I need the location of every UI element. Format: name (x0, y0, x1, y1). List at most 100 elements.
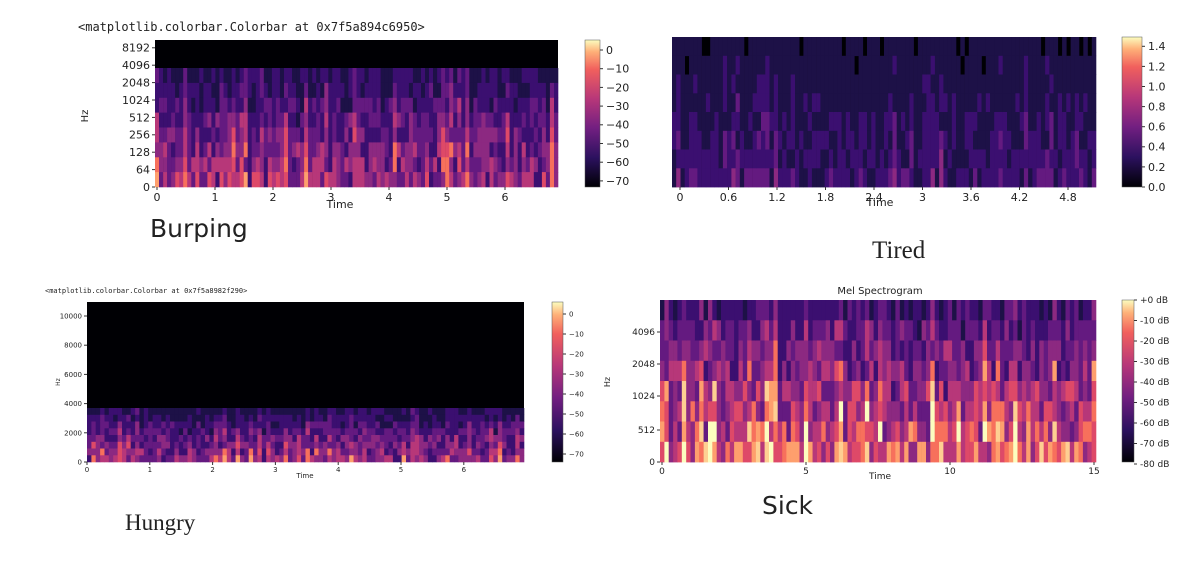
spectrogram-cell (441, 428, 446, 435)
spectrogram-cell (256, 68, 260, 83)
spectrogram-cell (257, 435, 262, 442)
spectrogram-cell (240, 157, 244, 172)
spectrogram-cell (727, 75, 732, 94)
spectrogram-cell (367, 422, 372, 429)
spectrogram-cell (469, 113, 473, 128)
spectrogram-cell (752, 361, 757, 382)
colorbar-tick-label: 1.2 (1148, 60, 1166, 73)
spectrogram-cell (401, 172, 405, 187)
spectrogram-cell (493, 442, 498, 449)
spectrogram-cell (358, 435, 363, 442)
spectrogram-cell (433, 157, 437, 172)
spectrogram-cell (969, 112, 974, 131)
spectrogram-cell (965, 56, 970, 75)
spectrogram-cell (310, 428, 315, 435)
spectrogram-cell (1018, 341, 1023, 362)
spectrogram-cell (502, 449, 507, 456)
spectrogram-cell (695, 361, 700, 382)
spectrogram-cell (323, 428, 328, 435)
spectrogram-cell (795, 112, 800, 131)
spectrogram-cell (166, 428, 171, 435)
spectrogram-cell (747, 401, 752, 422)
spectrogram-cell (349, 422, 354, 429)
spectrogram-cell (380, 449, 385, 456)
spectrogram-cell (109, 415, 114, 422)
spectrogram-cell (296, 83, 300, 98)
spectrogram-cell (760, 442, 765, 463)
spectrogram-cell (677, 442, 682, 463)
spectrogram-cell (693, 93, 698, 112)
spectrogram-cell (677, 422, 682, 443)
spectrogram-cell (148, 449, 153, 456)
spectrogram-cell (882, 361, 887, 382)
spectrogram-cell (463, 455, 468, 462)
spectrogram-cell (449, 128, 453, 143)
spectrogram-cell (384, 435, 389, 442)
spectrogram-cell (377, 172, 381, 187)
spectrogram-cell (336, 98, 340, 113)
spectrogram-cell (1061, 361, 1066, 382)
spectrogram-cell (931, 37, 936, 56)
spectrogram-cell (297, 442, 302, 449)
spectrogram-cell (1009, 442, 1014, 463)
spectrogram-cell (965, 93, 970, 112)
spectrogram-cell (884, 112, 889, 131)
spectrogram-cell (820, 150, 825, 169)
spectrogram-cell (1079, 381, 1084, 402)
spectrogram-cell (752, 320, 757, 341)
spectrogram-cell (357, 68, 361, 83)
spectrogram-cell (914, 150, 919, 169)
spectrogram-cell (332, 455, 337, 462)
spectrogram-cell (978, 341, 983, 362)
spectrogram-cell (685, 37, 690, 56)
spectrogram-cell (854, 150, 859, 169)
spectrogram-cell (863, 168, 868, 187)
spectrogram-cell (393, 157, 397, 172)
spectrogram-cell (218, 415, 223, 422)
x-tick-label: 5 (803, 467, 809, 477)
spectrogram-cell (211, 142, 215, 157)
spectrogram-cell (489, 455, 494, 462)
spectrogram-cell (91, 449, 96, 456)
spectrogram-cell (240, 68, 244, 83)
spectrogram-cell (469, 172, 473, 187)
spectrogram-cell (361, 83, 365, 98)
spectrogram-cell (787, 150, 792, 169)
spectrogram-cell (761, 75, 766, 94)
spectrogram-cell (324, 98, 328, 113)
spectrogram-cell (159, 83, 163, 98)
spectrogram-cell (91, 422, 96, 429)
spectrogram-cell (458, 449, 463, 456)
spectrogram-cell (292, 422, 297, 429)
spectrogram-cell (1052, 381, 1057, 402)
spectrogram-cell (744, 131, 749, 150)
spectrogram-cell (340, 128, 344, 143)
spectrogram-cell (122, 428, 127, 435)
spectrogram-cell (490, 128, 494, 143)
spectrogram-cell (179, 128, 183, 143)
spectrogram-cell (913, 341, 918, 362)
spectrogram-cell (926, 341, 931, 362)
spectrogram-cell (196, 442, 201, 449)
spectrogram-cell (830, 320, 835, 341)
spectrogram-cell (232, 142, 236, 157)
spectrogram-cell (1015, 131, 1020, 150)
spectrogram-cell (799, 56, 804, 75)
spectrogram-cell (284, 449, 289, 456)
spectrogram-cell (463, 415, 468, 422)
colorbar-tick-label: 0.6 (1148, 121, 1166, 134)
spectrogram-cell (816, 56, 821, 75)
spectrogram-cell (909, 37, 914, 56)
spectrogram-cell (786, 422, 791, 443)
spectrogram-cell (490, 142, 494, 157)
spectrogram-cell (1026, 361, 1031, 382)
spectrogram-cell (292, 142, 296, 157)
spectrogram-cell (1045, 56, 1050, 75)
spectrogram-cell (473, 142, 477, 157)
y-tick-label: 4000 (64, 400, 82, 408)
spectrogram-cell (87, 428, 92, 435)
spectrogram-cell (477, 83, 481, 98)
spectrogram-cell (429, 83, 433, 98)
spectrogram-cell (432, 428, 437, 435)
spectrogram-cell (264, 128, 268, 143)
